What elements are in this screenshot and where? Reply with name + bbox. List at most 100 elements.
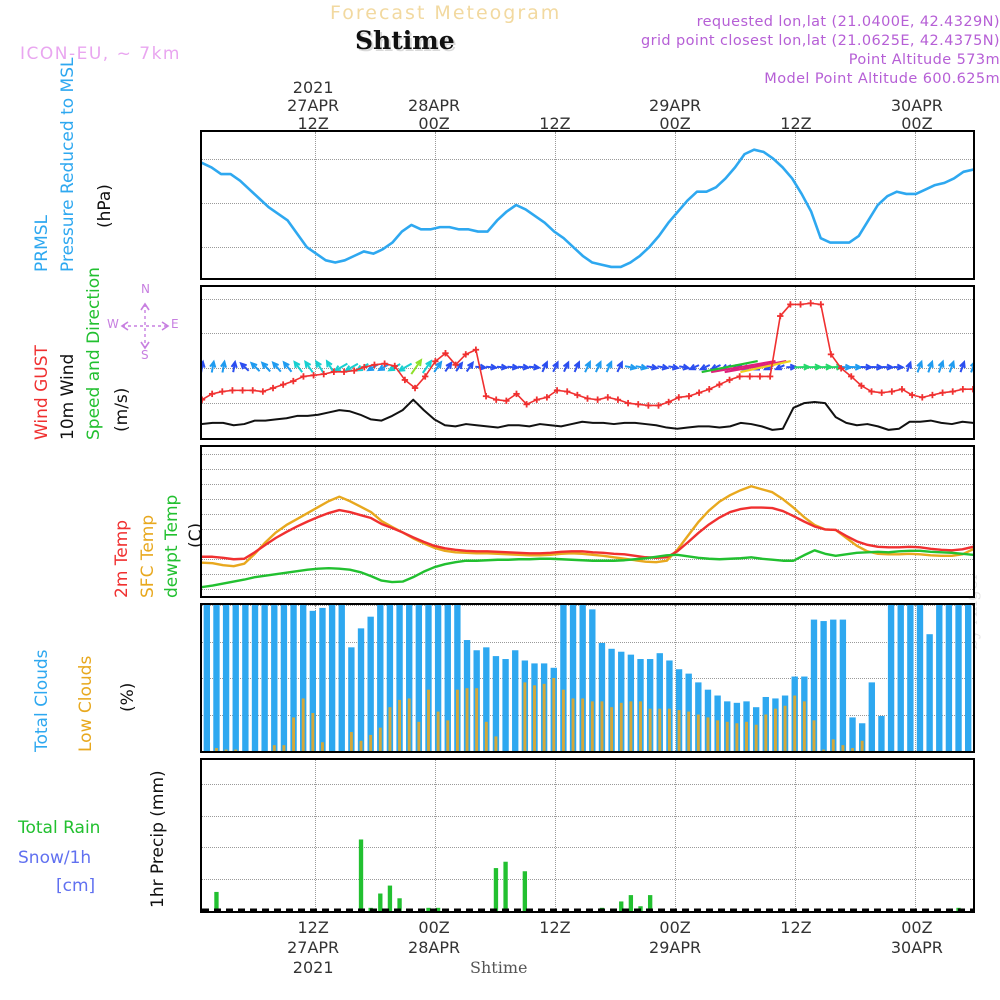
series-total-rain bbox=[214, 839, 961, 911]
vertical-gridline bbox=[794, 132, 796, 278]
point-altitude: Point Altitude 573m bbox=[848, 52, 1000, 68]
vertical-gridline bbox=[674, 132, 676, 278]
series-canvas bbox=[202, 485, 973, 589]
series-prmsl bbox=[202, 148, 973, 269]
bottom-axis-date: 27APR bbox=[287, 938, 340, 957]
horizontal-gridline bbox=[202, 543, 973, 545]
horizontal-gridline bbox=[202, 573, 973, 575]
model-label: ICON-EU, ~ 7km bbox=[20, 44, 181, 64]
wind-direction-arrows bbox=[202, 358, 973, 375]
bottom-axis-time: 00Z bbox=[418, 918, 450, 937]
label-speed-direction: Speed and Direction bbox=[84, 267, 104, 440]
top-date-axis: 2021 27APR 12Z 28APR 00Z 12Z 29APR 00Z 12Z 30APR 0… bbox=[0, 78, 1000, 133]
label-total-rain: Total Rain bbox=[18, 818, 101, 838]
xaxis-title: Shtime bbox=[470, 958, 528, 977]
vertical-gridline bbox=[794, 287, 796, 438]
bottom-axis-time: 00Z bbox=[901, 918, 933, 937]
horizontal-gridline bbox=[202, 158, 973, 160]
horizontal-gridline bbox=[202, 499, 973, 501]
label-2m-temp: 2m Temp bbox=[112, 519, 132, 598]
series-canvas bbox=[202, 148, 973, 269]
top-axis-date: 28APR bbox=[408, 96, 461, 115]
horizontal-gridline bbox=[202, 469, 973, 471]
vertical-gridline bbox=[915, 447, 917, 596]
horizontal-gridline bbox=[202, 588, 973, 590]
compass-w-label: W bbox=[107, 317, 119, 331]
vertical-gridline bbox=[674, 760, 676, 911]
horizontal-gridline bbox=[202, 783, 973, 785]
top-axis-date: 29APR bbox=[649, 96, 702, 115]
horizontal-gridline bbox=[202, 484, 973, 486]
horizontal-gridline bbox=[202, 403, 973, 405]
series-dewpt-temp bbox=[202, 549, 973, 589]
horizontal-gridline bbox=[202, 514, 973, 516]
horizontal-gridline bbox=[202, 678, 973, 679]
series-canvas bbox=[202, 839, 973, 911]
panel-temperature: 36912151821242730 bbox=[200, 445, 975, 598]
top-axis-date: 30APR bbox=[890, 96, 943, 115]
vertical-gridline bbox=[794, 447, 796, 596]
vertical-gridline bbox=[674, 287, 676, 438]
compass-icon bbox=[120, 302, 170, 350]
series-sfc-temp bbox=[202, 485, 973, 568]
compass-n-label: N bbox=[141, 282, 150, 296]
bottom-axis-date: 28APR bbox=[408, 938, 461, 957]
top-axis-time: 12Z bbox=[539, 114, 571, 133]
label-cm-unit: [cm] bbox=[56, 876, 96, 896]
horizontal-gridline bbox=[202, 815, 973, 817]
forecast-title: Forecast Meteogram bbox=[330, 2, 562, 24]
label-wind-gust: Wind GUST bbox=[32, 345, 52, 440]
vertical-gridline bbox=[434, 760, 436, 911]
top-axis-time: 12Z bbox=[297, 114, 329, 133]
station-title: Shtime bbox=[355, 26, 455, 55]
horizontal-gridline bbox=[202, 298, 973, 300]
label-10m-wind: 10m Wind bbox=[58, 353, 78, 440]
series-canvas bbox=[203, 605, 972, 751]
label-hpa-unit: (hPa) bbox=[95, 184, 115, 228]
bottom-axis-time: 12Z bbox=[297, 918, 329, 937]
bottom-axis-time: 12Z bbox=[539, 918, 571, 937]
panel-wind: 036912 bbox=[200, 285, 975, 440]
label-pressure-msl: Pressure Reduced to MSL bbox=[58, 57, 78, 272]
bottom-axis-year: 2021 bbox=[292, 958, 334, 977]
plot-wind: 036912 bbox=[202, 287, 973, 438]
horizontal-gridline bbox=[202, 879, 973, 881]
label-precip-unit: 1hr Precip (mm) bbox=[148, 770, 168, 908]
label-sfc-temp: SFC Temp bbox=[138, 514, 158, 598]
top-axis-time: 12Z bbox=[780, 114, 812, 133]
label-prmsl: PRMSL bbox=[32, 215, 52, 272]
vertical-gridline bbox=[555, 447, 557, 596]
top-axis-date: 27APR bbox=[287, 96, 340, 115]
vertical-gridline bbox=[314, 447, 316, 596]
horizontal-gridline bbox=[202, 454, 973, 456]
series-low-clouds bbox=[215, 678, 864, 751]
horizontal-gridline bbox=[202, 528, 973, 530]
vertical-gridline bbox=[915, 132, 917, 278]
series-canvas bbox=[202, 300, 973, 431]
grid-point-coordinates: grid point closest lon,lat (21.0625E, 42… bbox=[641, 33, 1000, 49]
label-total-clouds: Total Clouds bbox=[32, 649, 52, 752]
horizontal-gridline bbox=[202, 641, 973, 643]
panel-precip: 00.20.40.60.8 bbox=[200, 758, 975, 913]
plot-precip: 00.20.40.60.8 bbox=[202, 760, 973, 911]
compass-s-label: S bbox=[141, 348, 149, 362]
vertical-gridline bbox=[314, 760, 316, 911]
panel-clouds: 0255075100 bbox=[200, 603, 975, 753]
panel-pressure: 101010121014 bbox=[200, 130, 975, 280]
vertical-gridline bbox=[915, 760, 917, 911]
vertical-gridline bbox=[434, 447, 436, 596]
series-2m-temp bbox=[202, 506, 973, 561]
series-wind-gust-line bbox=[202, 302, 973, 407]
vertical-gridline bbox=[314, 132, 316, 278]
vertical-gridline bbox=[555, 287, 557, 438]
bottom-axis-date: 29APR bbox=[649, 938, 702, 957]
horizontal-gridline bbox=[202, 847, 973, 849]
plot-pressure: 101010121014 bbox=[202, 132, 973, 278]
vertical-gridline bbox=[434, 132, 436, 278]
horizontal-gridline bbox=[202, 333, 973, 335]
series-10m-wind-speed bbox=[202, 398, 973, 431]
label-low-clouds: Low Clouds bbox=[76, 655, 96, 752]
plot-clouds: 0255075100 bbox=[202, 605, 973, 751]
vertical-gridline bbox=[674, 447, 676, 596]
requested-coordinates: requested lon,lat (21.0400E, 42.4329N) bbox=[696, 14, 1000, 30]
